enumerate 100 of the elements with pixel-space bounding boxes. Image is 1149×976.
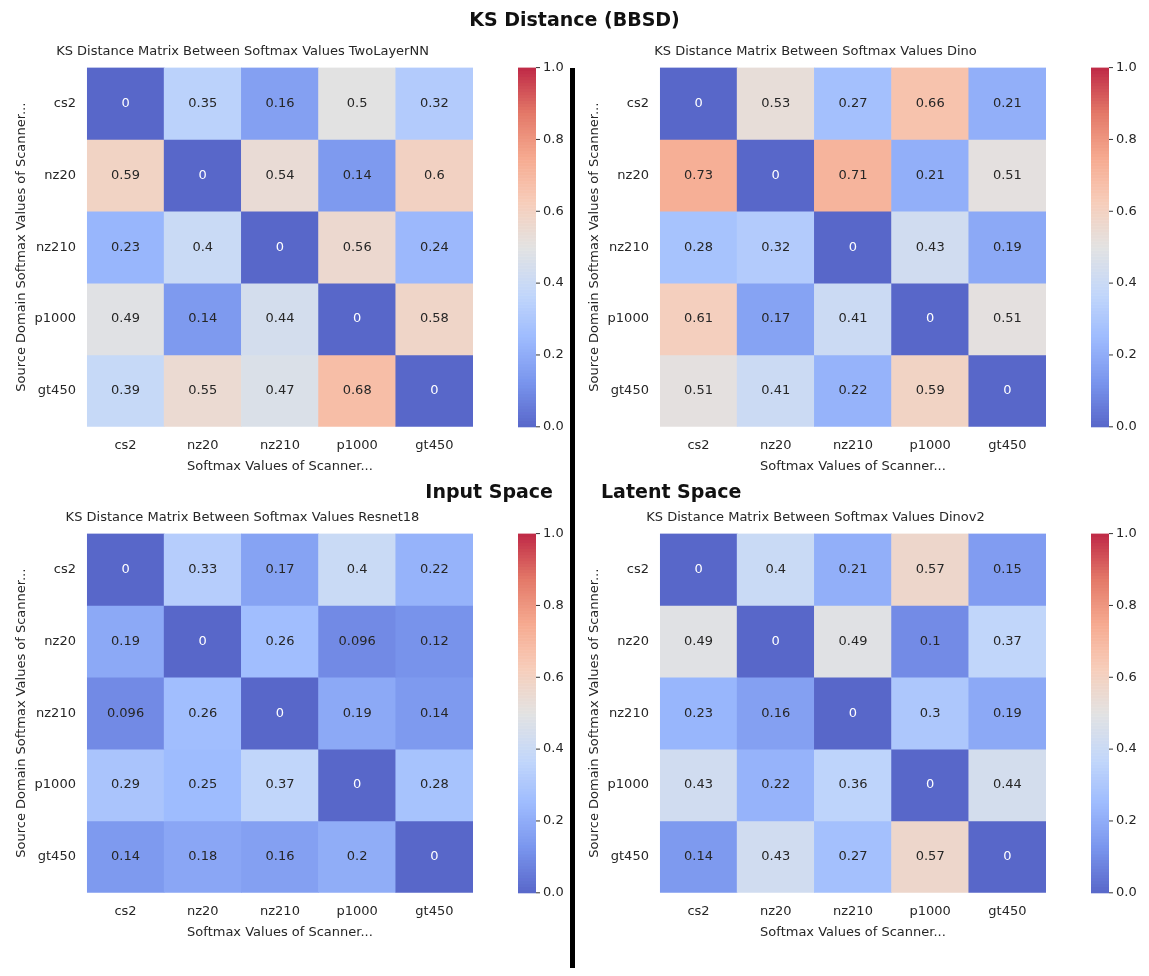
color-bar-label: 0.2 [1116, 346, 1137, 362]
data-label: 0.49 [838, 632, 868, 648]
data-label: 0.28 [419, 776, 449, 792]
color-bar-label: 0.0 [543, 884, 564, 900]
data-label: 0 [430, 848, 439, 864]
data-label: 0 [926, 310, 935, 326]
color-bar-label: 0.4 [543, 274, 564, 290]
data-label: 0.1 [919, 632, 941, 648]
chart-title: KS Distance Matrix Between Softmax Values Dinov2 [646, 509, 985, 525]
color-bar-label: 0.0 [1116, 418, 1137, 434]
data-label: 0.51 [992, 166, 1022, 182]
color-bar-label: 0.6 [1116, 668, 1137, 684]
x-tick-label: gt450 [415, 902, 454, 918]
data-label: 0.21 [992, 94, 1022, 110]
x-tick-label: nz210 [833, 436, 873, 452]
color-bar-label: 0.8 [543, 130, 564, 146]
color-bar-label: 0.4 [543, 740, 564, 756]
data-label: 0.26 [265, 632, 295, 648]
color-bar-label: 0.8 [543, 596, 564, 612]
data-label: 0.41 [761, 382, 791, 398]
y-tick-label: nz210 [36, 704, 76, 720]
data-label: 0.55 [188, 382, 218, 398]
y-tick-label: gt450 [610, 848, 649, 864]
y-tick-label: nz210 [36, 238, 76, 254]
data-label: 0.27 [838, 848, 868, 864]
x-tick-label: nz210 [260, 436, 300, 452]
text: KS Distance (BBSD) [468, 8, 681, 32]
y-tick-label: nz20 [617, 632, 649, 648]
y-tick-label: gt450 [610, 382, 649, 398]
data-label: 0.25 [188, 776, 218, 792]
data-label: 0.19 [992, 238, 1022, 254]
data-label: 0.18 [188, 848, 218, 864]
data-label: 0.51 [684, 382, 714, 398]
data-label: 0.19 [342, 704, 372, 720]
x-tick-label: p1000 [336, 436, 378, 452]
color-bar-label: 0.0 [543, 418, 564, 434]
data-label: 0.4 [192, 238, 214, 254]
x-tick-label: gt450 [988, 436, 1027, 452]
color-bar-label: 0.8 [1116, 130, 1137, 146]
x-tick-label: nz210 [833, 902, 873, 918]
color-bar-label: 1.0 [543, 58, 564, 74]
x-tick-label: p1000 [909, 902, 951, 918]
y-tick-label: p1000 [34, 776, 76, 792]
color-bar-label: 0.2 [1116, 812, 1137, 828]
color-bar-label: 0.6 [543, 668, 564, 684]
data-label: 0.39 [111, 382, 141, 398]
data-label: 0 [430, 382, 439, 398]
data-label: 0.26 [188, 704, 218, 720]
x-tick-label: nz20 [186, 902, 219, 918]
text: Latent Space [601, 480, 742, 502]
data-label: 0.15 [992, 560, 1022, 576]
x-tick-label: cs2 [687, 436, 710, 452]
data-label: 0.23 [684, 704, 714, 720]
data-label: 0.14 [111, 848, 141, 864]
data-label: 0 [275, 704, 285, 720]
data-label: 0.59 [915, 382, 945, 398]
data-label: 0.54 [265, 166, 295, 182]
x-tick-label: p1000 [336, 902, 378, 918]
data-label: 0.14 [188, 310, 218, 326]
x-tick-label: cs2 [687, 902, 710, 918]
data-label: 0.49 [111, 310, 141, 326]
data-label: 0.44 [992, 776, 1022, 792]
x-axis-title: Softmax Values of Scanner... [187, 923, 373, 939]
y-tick-label: nz20 [44, 166, 76, 182]
data-label: 0.43 [761, 848, 791, 864]
data-label: 0.24 [419, 238, 449, 254]
data-label: 0.49 [684, 632, 714, 648]
data-label: 0.17 [265, 560, 295, 576]
data-label: 0 [275, 238, 285, 254]
y-tick-label: gt450 [37, 848, 76, 864]
data-label: 0.58 [419, 310, 449, 326]
x-tick-label: nz20 [759, 902, 792, 918]
chart-title: KS Distance Matrix Between Softmax Values Dino [654, 43, 977, 59]
y-axis-title: Source Domain Softmax Values of Scanner... [586, 102, 602, 392]
data-label: 0.17 [761, 310, 791, 326]
data-label: 0.22 [419, 560, 449, 576]
data-label: 0 [198, 632, 207, 648]
x-axis-title: Softmax Values of Scanner... [760, 923, 946, 939]
data-label: 0 [1003, 848, 1012, 864]
data-label: 0.22 [761, 776, 791, 792]
x-tick-label: p1000 [909, 436, 951, 452]
x-tick-label: cs2 [114, 436, 137, 452]
y-axis-title: Source Domain Softmax Values of Scanner... [13, 102, 29, 392]
data-label: 0.36 [838, 776, 868, 792]
data-label: 0.32 [761, 238, 791, 254]
data-label: 0.27 [838, 94, 868, 110]
y-tick-label: nz210 [609, 704, 649, 720]
x-axis-title: Softmax Values of Scanner... [187, 457, 373, 473]
data-label: 0.6 [424, 166, 445, 182]
chart-title: KS Distance Matrix Between Softmax Values Resnet18 [65, 509, 420, 525]
color-bar-label: 1.0 [1116, 58, 1137, 74]
data-label: 0.16 [265, 848, 295, 864]
data-label: 0.43 [915, 238, 945, 254]
data-label: 0.33 [188, 560, 218, 576]
data-label: 0.47 [265, 382, 295, 398]
data-label: 0.66 [915, 94, 945, 110]
data-label: 0 [694, 94, 703, 110]
data-label: 0.22 [838, 382, 868, 398]
data-label: 0.29 [111, 776, 141, 792]
data-label: 0.21 [915, 166, 945, 182]
